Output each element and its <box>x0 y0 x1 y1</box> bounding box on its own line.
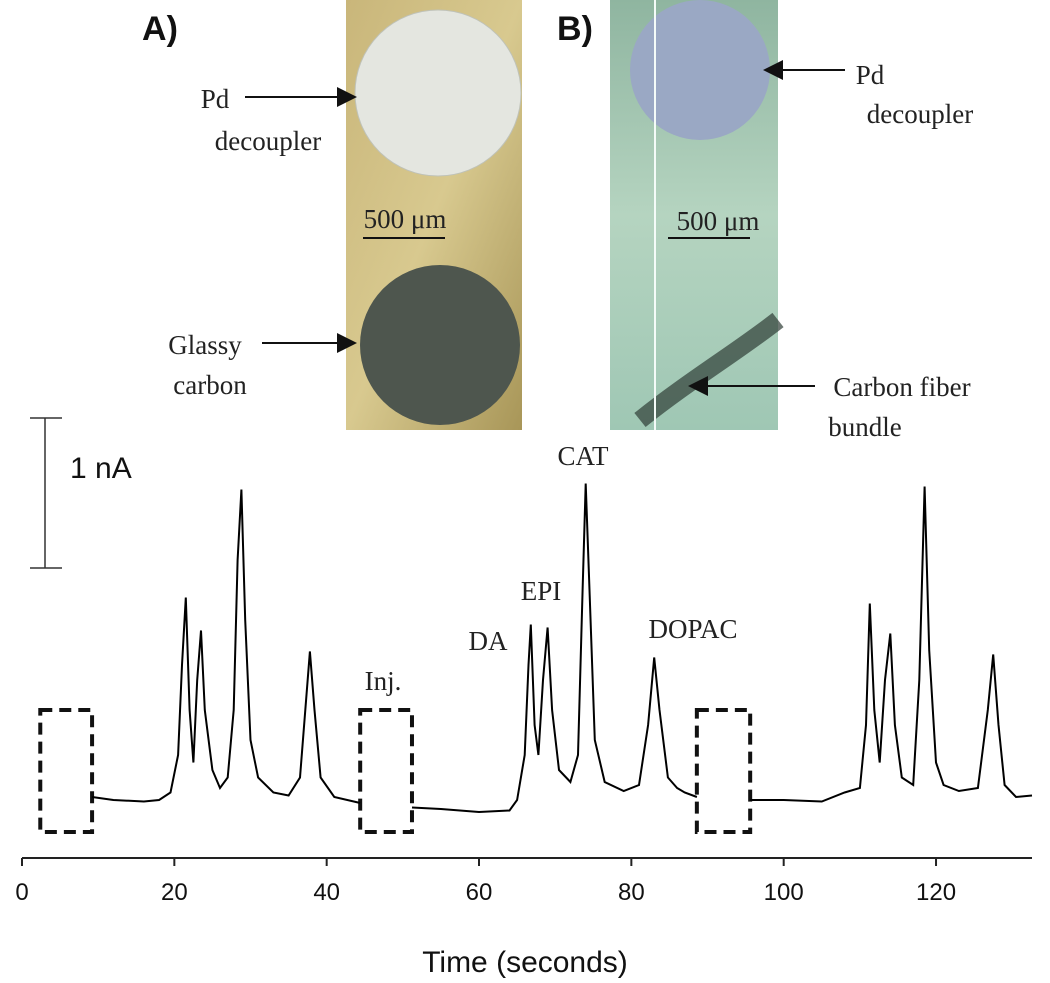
scale-label: 500 μm <box>677 206 760 236</box>
photo-label: decoupler <box>215 126 321 156</box>
panel-tag: B) <box>557 10 593 48</box>
injection-box <box>358 708 414 834</box>
trace <box>91 483 1033 814</box>
photo-a <box>346 0 522 430</box>
photo-label: bundle <box>828 412 902 442</box>
x-tick-label: 40 <box>313 879 340 906</box>
photo-b <box>610 0 784 430</box>
scale-bar-label: 1 nA <box>70 452 132 485</box>
peak-label: Inj. <box>365 666 402 696</box>
photo-label: Carbon fiber <box>833 372 970 402</box>
x-tick-label: 120 <box>916 879 956 906</box>
panel-tag: A) <box>142 10 178 48</box>
peak-label: CAT <box>557 441 609 471</box>
x-tick-label: 20 <box>161 879 188 906</box>
injection-box <box>38 708 95 834</box>
x-tick-label: 80 <box>618 879 645 906</box>
x-tick-label: 0 <box>15 879 28 906</box>
x-tick-label: 60 <box>466 879 493 906</box>
arrows <box>245 60 845 396</box>
peak-label: DOPAC <box>648 614 737 644</box>
photo-label: decoupler <box>867 99 973 129</box>
injection-box <box>694 708 753 834</box>
photo-label: Pd <box>856 60 885 90</box>
photo-label: carbon <box>173 370 247 400</box>
photo-label: Pd <box>201 84 230 114</box>
peak-label: EPI <box>521 576 562 606</box>
scale-label: 500 μm <box>364 204 447 234</box>
x-tick-label: 100 <box>764 879 804 906</box>
peak-label: DA <box>469 626 508 656</box>
x-axis-label: Time (seconds) <box>422 946 628 979</box>
photo-label: Glassy <box>168 330 242 360</box>
